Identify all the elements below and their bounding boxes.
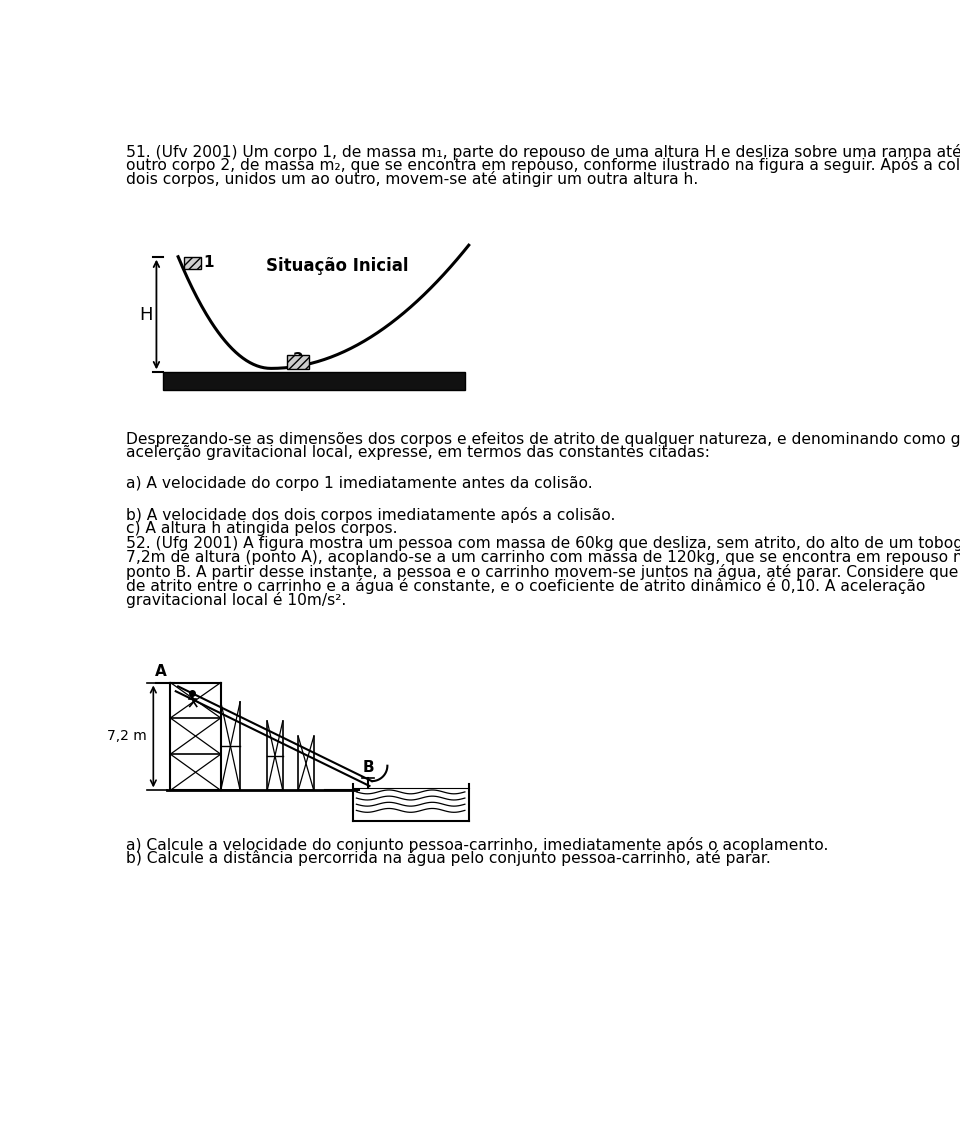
Text: a) A velocidade do corpo 1 imediatamente antes da colisão.: a) A velocidade do corpo 1 imediatamente… — [126, 476, 593, 491]
Text: Situação Inicial: Situação Inicial — [266, 256, 408, 275]
Text: B: B — [362, 760, 373, 775]
Text: dois corpos, unidos um ao outro, movem-se até atingir um outra altura h.: dois corpos, unidos um ao outro, movem-s… — [126, 172, 699, 188]
Bar — [287, 355, 309, 369]
Text: c) A altura h atingida pelos corpos.: c) A altura h atingida pelos corpos. — [126, 521, 397, 536]
Text: ponto B. A partir desse instante, a pessoa e o carrinho movem-se juntos na água,: ponto B. A partir desse instante, a pess… — [126, 564, 960, 581]
Text: outro corpo 2, de massa m₂, que se encontra em repouso, conforme ilustrado na fi: outro corpo 2, de massa m₂, que se encon… — [126, 157, 960, 173]
Text: 7,2 m: 7,2 m — [108, 729, 147, 743]
Text: 51. (Ufv 2001) Um corpo 1, de massa m₁, parte do repouso de uma altura H e desli: 51. (Ufv 2001) Um corpo 1, de massa m₁, … — [126, 143, 960, 159]
Text: a) Calcule a velocidade do conjunto pessoa-carrinho, imediatamente após o acopla: a) Calcule a velocidade do conjunto pess… — [126, 837, 828, 853]
Text: b) A velocidade dos dois corpos imediatamente após a colisão.: b) A velocidade dos dois corpos imediata… — [126, 507, 615, 523]
Bar — [183, 256, 201, 269]
Text: A: A — [155, 664, 166, 679]
Bar — [162, 372, 465, 390]
Text: b) Calcule a distância percorrida na água pelo conjunto pessoa-carrinho, até par: b) Calcule a distância percorrida na águ… — [126, 851, 771, 867]
Text: 1: 1 — [203, 255, 213, 270]
Text: de atrito entre o carrinho e a água é constante, e o coeficiente de atrito dinâm: de atrito entre o carrinho e a água é co… — [126, 578, 925, 594]
Text: H: H — [139, 306, 153, 324]
Text: 7,2m de altura (ponto A), acoplando-se a um carrinho com massa de 120kg, que se : 7,2m de altura (ponto A), acoplando-se a… — [126, 550, 960, 566]
Text: 52. (Ufg 2001) A figura mostra um pessoa com massa de 60kg que desliza, sem atri: 52. (Ufg 2001) A figura mostra um pessoa… — [126, 536, 960, 551]
Text: Desprezando-se as dimensões dos corpos e efeitos de atrito de qualquer natureza,: Desprezando-se as dimensões dos corpos e… — [126, 432, 960, 447]
Text: 2: 2 — [293, 353, 303, 368]
Text: gravitacional local é 10m/s².: gravitacional local é 10m/s². — [126, 592, 347, 608]
Text: acelerção gravitacional local, expresse, em termos das constantes citadas:: acelerção gravitacional local, expresse,… — [126, 445, 710, 460]
